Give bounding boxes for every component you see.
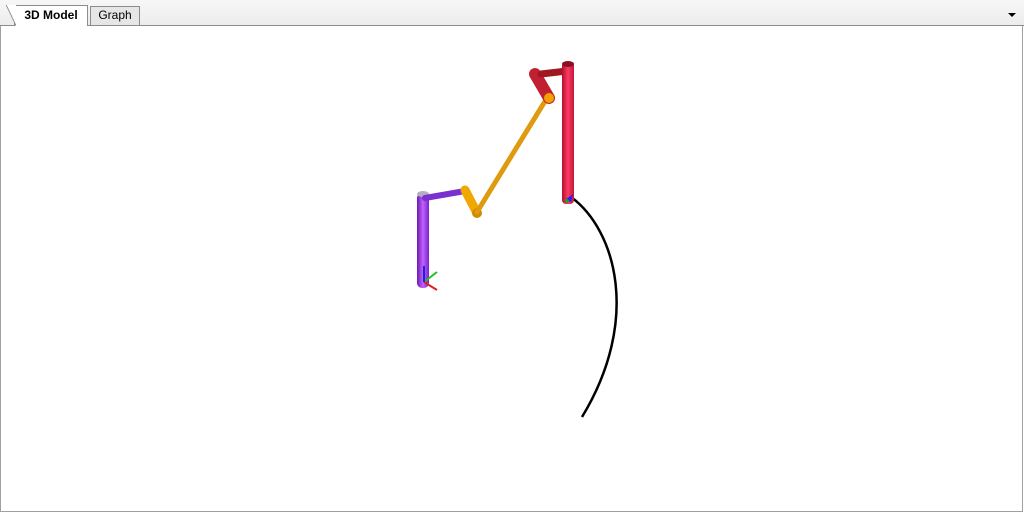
link-purple-horizontal <box>422 188 468 201</box>
link-red-vertical <box>562 61 574 204</box>
link-orange-long <box>474 95 550 215</box>
axes-triad-icon <box>423 266 438 291</box>
3d-viewport[interactable] <box>0 26 1023 512</box>
trajectory-curve <box>570 195 618 418</box>
chevron-down-icon[interactable] <box>1006 8 1018 20</box>
end-effector-marker <box>565 194 573 203</box>
tab-graph[interactable]: Graph <box>90 6 140 25</box>
tab-divider <box>0 25 1024 26</box>
tab-bar: 3D Model Graph <box>0 0 1024 26</box>
tab-3d-model[interactable]: 3D Model <box>6 5 88 26</box>
